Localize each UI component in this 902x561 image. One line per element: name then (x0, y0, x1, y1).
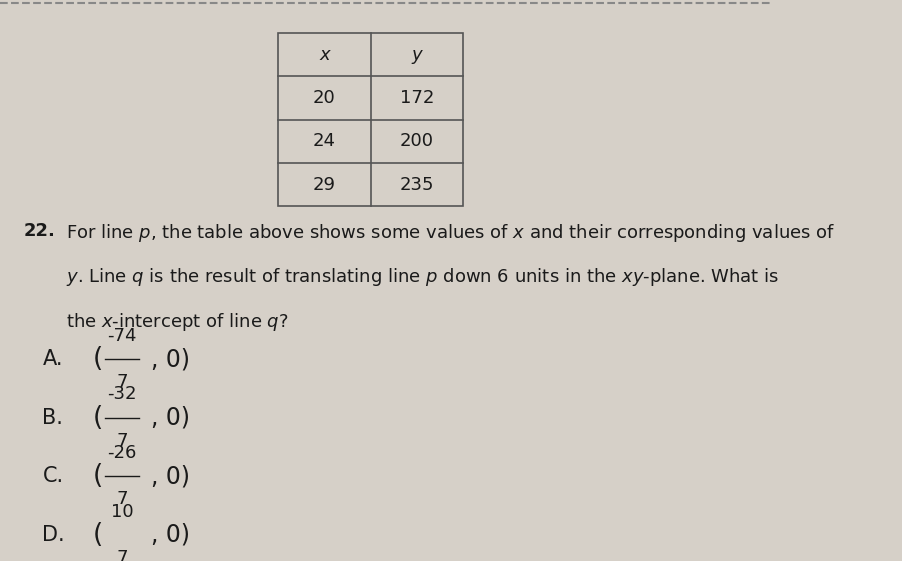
Text: 7: 7 (116, 432, 128, 450)
Text: 200: 200 (400, 132, 434, 150)
Text: 235: 235 (400, 176, 435, 194)
Text: 20: 20 (313, 89, 336, 107)
Text: 29: 29 (313, 176, 336, 194)
Text: $y$. Line $q$ is the result of translating line $p$ down 6 units in the $xy$-pla: $y$. Line $q$ is the result of translati… (66, 266, 778, 288)
Text: 7: 7 (116, 373, 128, 392)
Text: 22.: 22. (23, 222, 55, 240)
Text: (: ( (93, 404, 103, 431)
Text: , 0): , 0) (151, 464, 189, 488)
Text: (: ( (93, 463, 103, 489)
Bar (278, 33, 464, 206)
Text: the $x$-intercept of line $q$?: the $x$-intercept of line $q$? (66, 311, 288, 333)
Text: , 0): , 0) (151, 347, 189, 371)
Text: -32: -32 (107, 385, 137, 403)
Text: 7: 7 (116, 490, 128, 508)
Text: B.: B. (42, 408, 63, 427)
Text: , 0): , 0) (151, 523, 189, 547)
Text: A.: A. (42, 349, 63, 369)
Text: 7: 7 (116, 549, 128, 561)
Text: 10: 10 (111, 503, 133, 521)
Text: (: ( (93, 346, 103, 372)
Text: 172: 172 (400, 89, 434, 107)
Text: y: y (412, 46, 422, 64)
Text: -26: -26 (107, 444, 137, 462)
Text: -74: -74 (107, 327, 137, 345)
Text: C.: C. (42, 466, 64, 486)
Text: D.: D. (42, 525, 65, 545)
Text: , 0): , 0) (151, 406, 189, 430)
Text: 24: 24 (313, 132, 336, 150)
Text: For line $p$, the table above shows some values of $x$ and their corresponding v: For line $p$, the table above shows some… (66, 222, 835, 243)
Text: (: ( (93, 522, 103, 548)
Text: x: x (319, 46, 330, 64)
